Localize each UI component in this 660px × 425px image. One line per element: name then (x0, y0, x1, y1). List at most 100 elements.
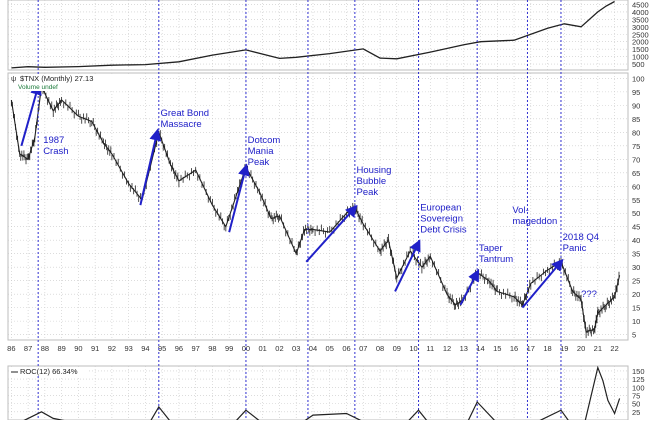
trend-arrow (521, 258, 564, 309)
spx-tick-label: 4000 (632, 8, 649, 17)
x-tick-label: 99 (225, 344, 233, 353)
tnx-tick-label: 35 (632, 250, 640, 259)
tnx-tick-label: 100 (632, 74, 645, 83)
annotation-label: Great Bond (160, 108, 209, 119)
roc-line (23, 366, 621, 420)
spx-tick-label: 2500 (632, 30, 649, 39)
x-tick-label: 97 (192, 344, 200, 353)
x-tick-label: 22 (610, 344, 618, 353)
annotation-label: Mania (248, 146, 275, 157)
panel-frame-1 (7, 0, 629, 71)
x-tick-label: 06 (342, 344, 350, 353)
annotation-label: ??? (581, 289, 597, 300)
x-tick-label: 88 (41, 344, 49, 353)
tnx-tick-label: 40 (632, 236, 640, 245)
tnx-tick-label: 30 (632, 263, 640, 272)
tnx-tick-label: 95 (632, 88, 640, 97)
tnx-tick-label: 50 (632, 209, 640, 218)
x-tick-label: 95 (158, 344, 166, 353)
x-tick-label: 12 (443, 344, 451, 353)
annotation-label: Debt Crisis (420, 225, 467, 236)
tnx-legend-glyph: ψ (11, 74, 16, 83)
annotation-label: Bubble (357, 176, 387, 187)
x-tick-label: 09 (393, 344, 401, 353)
x-tick-label: 86 (7, 344, 15, 353)
tnx-tick-label: 70 (632, 155, 640, 164)
trend-arrow (305, 204, 358, 263)
x-tick-label: 92 (108, 344, 116, 353)
tnx-tick-label: 55 (632, 196, 640, 205)
panel-frame-2 (7, 72, 629, 341)
roc-legend-label: ROC(12) 66.34% (20, 367, 78, 376)
x-tick-label: 94 (141, 344, 149, 353)
x-tick-label: 98 (208, 344, 216, 353)
x-tick-label: 13 (460, 344, 468, 353)
annotation-label: Taper (479, 243, 503, 254)
annotation-label: Sovereign (420, 214, 463, 225)
tnx-legend-bg (9, 74, 139, 91)
spx-tick-label: 3000 (632, 23, 649, 32)
annotation-label: Tantrum (479, 254, 513, 265)
annotation-label: European (420, 203, 461, 214)
roc-tick-label: 75 (632, 391, 640, 400)
annotation-label: Housing (357, 165, 392, 176)
x-tick-label: 89 (57, 344, 65, 353)
annotation-label: mageddon (512, 216, 557, 227)
roc-tick-label: 50 (632, 400, 640, 409)
x-tick-label: 14 (476, 344, 484, 353)
x-tick-label: 05 (326, 344, 334, 353)
x-tick-label: 18 (543, 344, 551, 353)
x-tick-label: 01 (259, 344, 267, 353)
trend-arrow (20, 82, 42, 147)
tnx-tick-label: 25 (632, 277, 640, 286)
x-tick-label: 11 (426, 344, 434, 353)
roc-tick-label: 25 (632, 408, 640, 417)
spx-tick-label: 500 (632, 60, 645, 69)
annotation-label: Vol- (512, 205, 528, 216)
spx-tick-label: 2000 (632, 38, 649, 47)
roc-tick-label: 150 (632, 367, 645, 376)
trend-arrow (394, 239, 421, 292)
roc-tick-label: 100 (632, 383, 645, 392)
tnx-tick-label: 5 (632, 331, 636, 340)
x-tick-label: 17 (527, 344, 535, 353)
tnx-tick-label: 65 (632, 169, 640, 178)
annotation-label: 2018 Q4 (563, 232, 599, 243)
trend-arrow (459, 269, 480, 306)
trend-arrow (139, 128, 162, 206)
x-tick-label: 87 (24, 344, 32, 353)
spx-tick-label: 1500 (632, 45, 649, 54)
tnx-tick-label: 15 (632, 304, 640, 313)
x-tick-label: 04 (309, 344, 317, 353)
roc-tick-label: 125 (632, 375, 645, 384)
x-tick-label: 96 (175, 344, 183, 353)
annotation-label: Crash (43, 146, 68, 157)
spx-price-line (11, 0, 615, 69)
annotation-label: Peak (248, 157, 270, 168)
trend-arrow (228, 163, 250, 233)
annotation-label: Panic (563, 243, 587, 254)
x-tick-label: 90 (74, 344, 82, 353)
spx-tick-label: 4500 (632, 0, 649, 9)
tnx-volume-note: Volume undef (18, 84, 58, 91)
annotation-label: Peak (357, 187, 379, 198)
tnx-tick-label: 90 (632, 101, 640, 110)
tnx-tick-label: 60 (632, 182, 640, 191)
x-tick-label: 02 (275, 344, 283, 353)
tnx-tick-label: 85 (632, 115, 640, 124)
x-tick-label: 15 (493, 344, 501, 353)
x-tick-label: 20 (577, 344, 585, 353)
tnx-tick-label: 10 (632, 317, 640, 326)
tnx-tick-label: 45 (632, 223, 640, 232)
x-tick-label: 93 (124, 344, 132, 353)
tnx-legend-label: $TNX (Monthly) 27.13 (20, 74, 93, 83)
tnx-tick-label: 75 (632, 142, 640, 151)
tnx-tick-label: 20 (632, 290, 640, 299)
annotation-label: Dotcom (248, 135, 281, 146)
tnx-tick-label: 80 (632, 128, 640, 137)
spx-tick-label: 3500 (632, 15, 649, 24)
x-tick-label: 91 (91, 344, 99, 353)
x-tick-label: 03 (292, 344, 300, 353)
